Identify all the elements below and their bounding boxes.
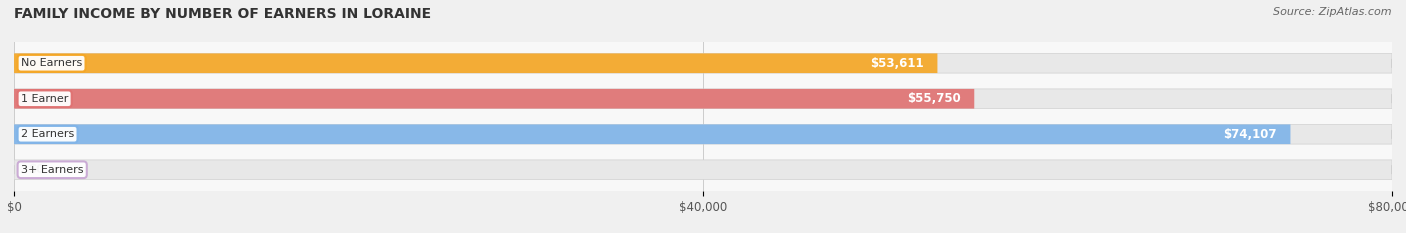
FancyBboxPatch shape [14, 53, 1392, 73]
Text: 1 Earner: 1 Earner [21, 94, 69, 104]
FancyBboxPatch shape [14, 89, 974, 109]
FancyBboxPatch shape [14, 160, 1392, 180]
Text: $53,611: $53,611 [870, 57, 924, 70]
Text: $0: $0 [28, 163, 44, 176]
FancyBboxPatch shape [14, 89, 1392, 109]
Text: 3+ Earners: 3+ Earners [21, 165, 83, 175]
FancyBboxPatch shape [14, 124, 1392, 144]
Text: $55,750: $55,750 [907, 92, 960, 105]
Text: Source: ZipAtlas.com: Source: ZipAtlas.com [1274, 7, 1392, 17]
Text: FAMILY INCOME BY NUMBER OF EARNERS IN LORAINE: FAMILY INCOME BY NUMBER OF EARNERS IN LO… [14, 7, 432, 21]
Text: 2 Earners: 2 Earners [21, 129, 75, 139]
FancyBboxPatch shape [14, 53, 938, 73]
Text: $74,107: $74,107 [1223, 128, 1277, 141]
Text: No Earners: No Earners [21, 58, 82, 68]
FancyBboxPatch shape [14, 124, 1291, 144]
